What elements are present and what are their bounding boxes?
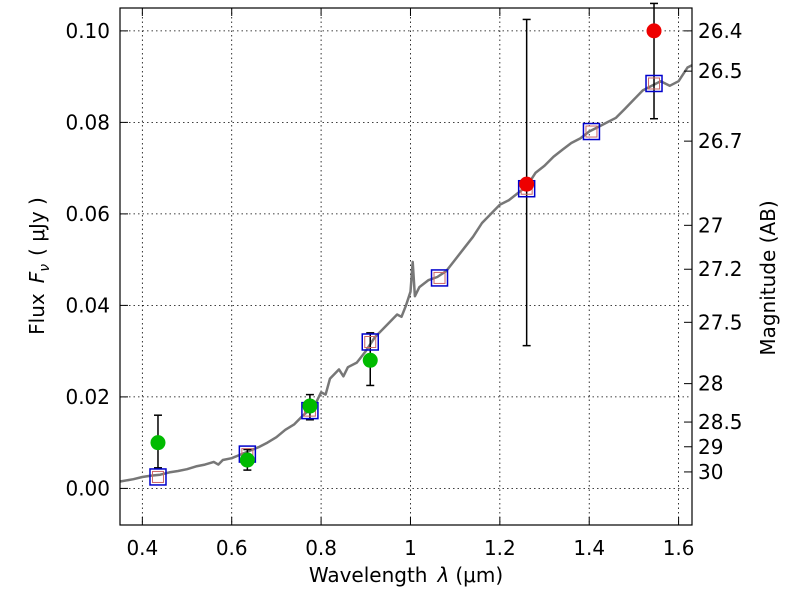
- y-tick-label: 0.02: [65, 385, 110, 409]
- y2-tick-label: 30: [698, 460, 723, 484]
- x-tick-label: 1.4: [573, 536, 605, 560]
- template-spectrum-line: [119, 64, 693, 483]
- model-points-layer: [149, 74, 663, 486]
- tick-marks: [120, 8, 692, 525]
- x-tick-label: 1: [404, 536, 417, 560]
- y-tick-label: 0.08: [65, 110, 110, 134]
- model-point-inner: [364, 335, 377, 348]
- y2-tick-label: 26.5: [698, 59, 743, 83]
- y2-tick-label: 28: [698, 372, 723, 396]
- grid-lines: [120, 8, 692, 525]
- y-tick-label: 0.00: [65, 476, 110, 500]
- model-point-inner: [585, 125, 598, 138]
- model-point-square: [149, 468, 167, 486]
- y2-tick-label: 27.5: [698, 310, 743, 334]
- observed-points-layer: [150, 23, 662, 468]
- model-point-inner: [433, 271, 446, 284]
- y2-tick-label: 28.5: [698, 410, 743, 434]
- model-point-square: [430, 269, 449, 287]
- x-axis-title: Wavelength λ (μm): [309, 563, 503, 587]
- y2-tick-label: 29: [698, 435, 723, 459]
- model-point-square: [645, 74, 663, 93]
- y-tick-labels: 0.00 0.02 0.04 0.06 0.08 0.10: [65, 19, 110, 501]
- observed-point-green: [150, 435, 166, 451]
- x-tick-label: 1.2: [484, 536, 516, 560]
- y-tick-label: 0.06: [65, 202, 110, 226]
- errorbar-layer: [153, 2, 659, 471]
- model-point-inner: [648, 77, 661, 90]
- model-point-square: [361, 333, 379, 351]
- template-spectrum-layer: [119, 64, 693, 483]
- y2-axis-title: Magnitude (AB): [756, 200, 780, 355]
- plot-frame: [119, 7, 693, 526]
- y2-tick-label: 26.7: [698, 129, 743, 153]
- observed-point-green: [302, 398, 318, 414]
- y2-tick-label: 26.4: [698, 19, 743, 43]
- model-point-inner: [151, 470, 164, 483]
- x-tick-label: 0.4: [126, 536, 158, 560]
- x-tick-label: 0.8: [305, 536, 337, 560]
- y2-tick-label: 27: [698, 213, 723, 237]
- x-tick-labels: 0.4 0.6 0.8 1 1.2 1.4 1.6: [126, 536, 694, 560]
- x-tick-label: 0.6: [216, 536, 248, 560]
- x-tick-label: 1.6: [663, 536, 695, 560]
- observed-point-red: [646, 23, 662, 39]
- y-tick-label: 0.10: [65, 19, 110, 43]
- observed-point-red: [519, 176, 535, 192]
- y-axis-title: FluxFν( μJy ): [25, 197, 53, 335]
- y-tick-label: 0.04: [65, 293, 110, 317]
- observed-point-green: [362, 352, 378, 368]
- model-point-square: [582, 122, 601, 141]
- observed-point-green: [239, 452, 255, 468]
- y2-tick-label: 27.2: [698, 257, 743, 281]
